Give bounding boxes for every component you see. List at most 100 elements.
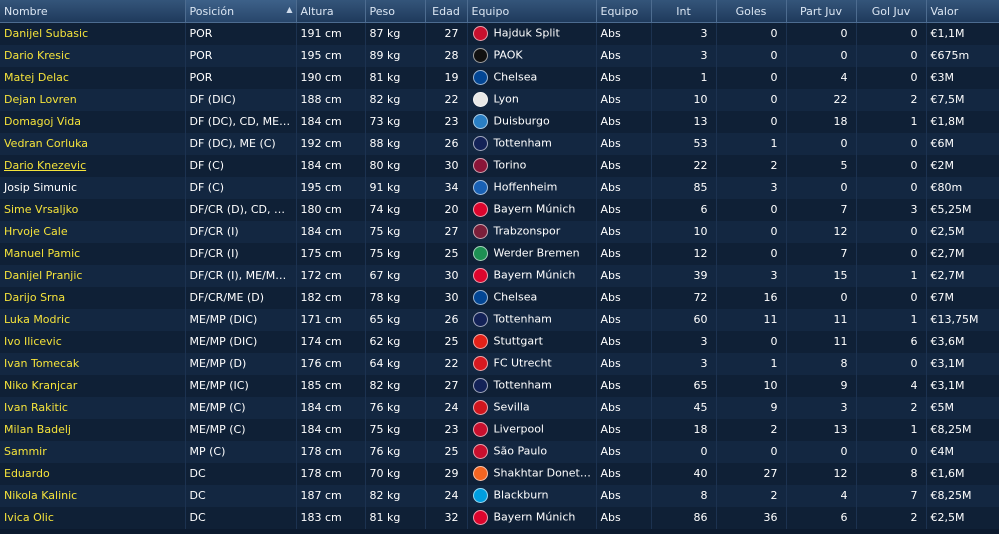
- player-name-link[interactable]: Dario Kresic: [0, 44, 186, 67]
- player-weight: 76 kg: [365, 396, 426, 419]
- player-row[interactable]: Darijo Srna DF/CR/ME (D) 182 cm 78 kg 30 Chel…: [0, 286, 999, 309]
- player-club[interactable]: Chelsea: [467, 66, 597, 89]
- player-club[interactable]: Liverpool: [467, 418, 597, 441]
- col-header-name[interactable]: Nombre: [0, 0, 186, 23]
- player-club[interactable]: Tottenham: [467, 308, 597, 331]
- player-row[interactable]: Niko Kranjcar ME/MP (IC) 185 cm 82 kg 27 Tott…: [0, 374, 999, 397]
- player-name-link[interactable]: Danijel Subasic: [0, 22, 186, 45]
- player-club[interactable]: Bayern Múnich: [467, 506, 597, 529]
- player-name-link[interactable]: Dario Knezevic: [0, 154, 186, 177]
- col-header-age[interactable]: Edad: [425, 0, 468, 23]
- player-name-link[interactable]: Nikola Kalinic: [0, 484, 186, 507]
- player-row[interactable]: Milan Badelj ME/MP (C) 184 cm 75 kg 23 Liverp…: [0, 418, 999, 441]
- player-goals: 2: [716, 418, 787, 441]
- player-goals: 10: [716, 374, 787, 397]
- player-club[interactable]: Bayern Múnich: [467, 264, 597, 287]
- player-club[interactable]: Tottenham: [467, 132, 597, 155]
- player-club[interactable]: Stuttgart: [467, 330, 597, 353]
- player-goals: 0: [716, 242, 787, 265]
- player-row[interactable]: Domagoj Vida DF (DC), CD, ME (C) 184 cm 73 …: [0, 110, 999, 133]
- col-header-position[interactable]: Posición ▲: [185, 0, 297, 23]
- player-row[interactable]: Ivan Tomecak ME/MP (D) 176 cm 64 kg 22 FC Utr…: [0, 352, 999, 375]
- player-club[interactable]: Lyon: [467, 88, 597, 111]
- player-name-link[interactable]: Manuel Pamic: [0, 242, 186, 265]
- player-youth-apps: 4: [786, 66, 857, 89]
- player-row[interactable]: Hrvoje Cale DF/CR (I) 184 cm 75 kg 27 Trabzon…: [0, 220, 999, 243]
- player-row[interactable]: Danijel Pranjic DF/CR (I), ME/MP (I... 172…: [0, 264, 999, 287]
- player-row[interactable]: Sammir MP (C) 178 cm 76 kg 25 São Paulo Abs 0 0 0…: [0, 440, 999, 463]
- player-row[interactable]: Danijel Subasic POR 191 cm 87 kg 27 Hajduk Sp…: [0, 22, 999, 45]
- player-club[interactable]: Tottenham: [467, 374, 597, 397]
- player-name-link[interactable]: Ivica Olic: [0, 506, 186, 529]
- player-row[interactable]: Ivo Ilicevic ME/MP (DIC) 174 cm 62 kg 25 Stut…: [0, 330, 999, 353]
- player-row[interactable]: Matej Delac POR 190 cm 81 kg 19 Chelsea Abs 1 0 4…: [0, 66, 999, 89]
- player-row[interactable]: Dario Knezevic DF (C) 184 cm 80 kg 30 Torino A…: [0, 154, 999, 177]
- player-name-link[interactable]: Danijel Pranjic: [0, 264, 186, 287]
- player-value: €3,1M: [926, 374, 999, 397]
- club-name: PAOK: [493, 48, 523, 62]
- player-row[interactable]: Vedran Corluka DF (DC), ME (C) 192 cm 88 kg…: [0, 132, 999, 155]
- player-name-link[interactable]: Hrvoje Cale: [0, 220, 186, 243]
- player-row[interactable]: Dejan Lovren DF (DIC) 188 cm 82 kg 22 Lyon Abs…: [0, 88, 999, 111]
- club-name: FC Utrecht: [493, 356, 552, 370]
- player-row[interactable]: Dario Kresic POR 195 cm 89 kg 28 PAOK Abs 3 0 0 0 €…: [0, 44, 999, 67]
- player-club[interactable]: Hajduk Split: [467, 22, 597, 45]
- player-club[interactable]: Werder Bremen: [467, 242, 597, 265]
- player-name-link[interactable]: Ivan Rakitic: [0, 396, 186, 419]
- col-header-height[interactable]: Altura: [296, 0, 366, 23]
- player-name-link[interactable]: Dejan Lovren: [0, 88, 186, 111]
- player-position: POR: [185, 66, 297, 89]
- player-name-link[interactable]: Sime Vrsaljko: [0, 198, 186, 221]
- player-weight: 80 kg: [365, 154, 426, 177]
- player-name-link[interactable]: Ivan Tomecak: [0, 352, 186, 375]
- player-youth-apps: 7: [786, 198, 857, 221]
- player-name-link[interactable]: Eduardo: [0, 462, 186, 485]
- player-row[interactable]: Manuel Pamic DF/CR (I) 175 cm 75 kg 25 Werder…: [0, 242, 999, 265]
- player-caps: 86: [651, 506, 717, 529]
- col-header-club[interactable]: Equipo: [467, 0, 597, 23]
- player-club[interactable]: Chelsea: [467, 286, 597, 309]
- player-club[interactable]: Hoffenheim: [467, 176, 597, 199]
- col-header-squad[interactable]: Equipo: [596, 0, 652, 23]
- player-position: DF (DIC): [185, 88, 297, 111]
- player-name-link[interactable]: Matej Delac: [0, 66, 186, 89]
- player-name-link[interactable]: Josip Simunic: [0, 176, 186, 199]
- player-row[interactable]: Luka Modric ME/MP (DIC) 171 cm 65 kg 26 Totte…: [0, 308, 999, 331]
- player-club[interactable]: Shakhtar Donetsk: [467, 462, 597, 485]
- player-club[interactable]: FC Utrecht: [467, 352, 597, 375]
- player-name-link[interactable]: Luka Modric: [0, 308, 186, 331]
- player-row[interactable]: Ivica Olic DC 183 cm 81 kg 32 Bayern Múnich Ab…: [0, 506, 999, 529]
- col-header-value[interactable]: Valor: [926, 0, 999, 23]
- col-header-youth-goals[interactable]: Gol Juv: [856, 0, 927, 23]
- player-row[interactable]: Eduardo DC 178 cm 70 kg 29 Shakhtar Donetsk Ab…: [0, 462, 999, 485]
- player-goals: 36: [716, 506, 787, 529]
- player-name-link[interactable]: Sammir: [0, 440, 186, 463]
- player-name-link[interactable]: Ivo Ilicevic: [0, 330, 186, 353]
- club-crest-icon: [472, 444, 488, 459]
- player-row[interactable]: Josip Simunic DF (C) 195 cm 91 kg 34 Hoffenhe…: [0, 176, 999, 199]
- col-header-goals[interactable]: Goles: [716, 0, 787, 23]
- player-position: DF/CR (I): [185, 242, 297, 265]
- player-club[interactable]: Torino: [467, 154, 597, 177]
- player-club[interactable]: Bayern Múnich: [467, 198, 597, 221]
- player-club[interactable]: PAOK: [467, 44, 597, 67]
- player-name-link[interactable]: Milan Badelj: [0, 418, 186, 441]
- col-header-weight[interactable]: Peso: [365, 0, 426, 23]
- player-row[interactable]: Nikola Kalinic DC 187 cm 82 kg 24 Blackburn Ab…: [0, 484, 999, 507]
- player-club[interactable]: Sevilla: [467, 396, 597, 419]
- player-row[interactable]: Sime Vrsaljko DF/CR (D), CD, ME ... 180 cm…: [0, 198, 999, 221]
- col-header-caps[interactable]: Int: [651, 0, 717, 23]
- player-row[interactable]: Ivan Rakitic ME/MP (C) 184 cm 76 kg 24 Sevill…: [0, 396, 999, 419]
- player-name-link[interactable]: Niko Kranjcar: [0, 374, 186, 397]
- player-name-link[interactable]: Domagoj Vida: [0, 110, 186, 133]
- player-name-link[interactable]: Vedran Corluka: [0, 132, 186, 155]
- player-club[interactable]: Duisburgo: [467, 110, 597, 133]
- player-position: DF (DC), CD, ME (C): [185, 110, 297, 133]
- player-club[interactable]: Blackburn: [467, 484, 597, 507]
- player-weight: 70 kg: [365, 462, 426, 485]
- player-club[interactable]: São Paulo: [467, 440, 597, 463]
- col-header-youth-apps[interactable]: Part Juv: [786, 0, 857, 23]
- player-height: 184 cm: [296, 396, 366, 419]
- player-club[interactable]: Trabzonspor: [467, 220, 597, 243]
- player-name-link[interactable]: Darijo Srna: [0, 286, 186, 309]
